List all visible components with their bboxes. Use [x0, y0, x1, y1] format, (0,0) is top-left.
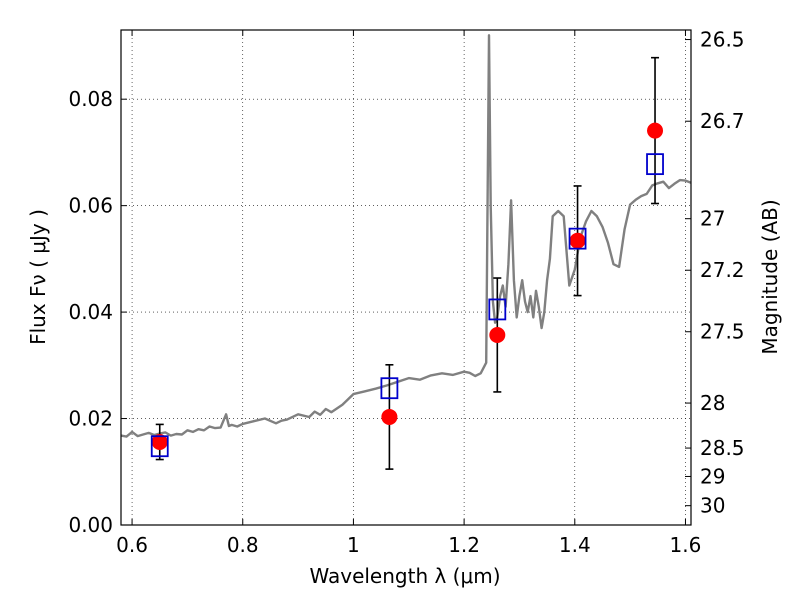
x-tick-label: 1.4 — [559, 533, 591, 557]
x-axis-ticks: 0.6 0.8 1 1.2 1.4 1.6 — [116, 30, 701, 557]
model-spectrum-layer — [120, 34, 692, 438]
magnitude-tick-label: 27.5 — [700, 320, 745, 344]
observed-point — [381, 408, 398, 425]
y-tick-label: 0.06 — [68, 194, 113, 218]
observed-point — [569, 232, 586, 249]
x-tick-label: 0.8 — [227, 533, 259, 557]
y-tick-label: 0.04 — [68, 300, 113, 324]
model-spectrum-line — [120, 34, 692, 438]
observed-point — [647, 122, 664, 139]
y-axis-ticks: 0.00 0.02 0.04 0.06 0.08 — [68, 87, 127, 537]
model-photometry-point — [568, 227, 587, 250]
x-axis-label: Wavelength λ (μm) — [309, 564, 500, 588]
magnitude-tick-label: 26.5 — [700, 28, 745, 52]
magnitude-tick-label: 28 — [700, 391, 725, 415]
magnitude-tick-label: 29 — [700, 464, 725, 488]
magnitude-tick-label: 30 — [700, 494, 725, 518]
observed-point — [489, 326, 506, 343]
magnitude-tick-label: 26.7 — [700, 109, 745, 133]
model-photometry-point — [646, 153, 664, 176]
magnitude-tick-label: 27.2 — [700, 258, 745, 282]
x-tick-label: 1 — [347, 533, 360, 557]
x-tick-label: 1.6 — [670, 533, 702, 557]
magnitude-tick-label: 28.5 — [700, 436, 745, 460]
observed-point — [151, 433, 168, 450]
model-photometry-points — [150, 153, 664, 458]
observed-points — [151, 122, 664, 450]
magnitude-axis-ticks: 26.5 26.7 27 27.2 27.5 28 28.5 29 30 — [685, 28, 745, 518]
model-photometry-point — [150, 435, 169, 458]
y-tick-label: 0.08 — [68, 87, 113, 111]
magnitude-tick-label: 27 — [700, 207, 725, 231]
y-tick-label: 0.00 — [68, 513, 113, 537]
model-photometry-point — [488, 298, 507, 321]
plot-frame — [120, 29, 692, 526]
model-photometry-point — [380, 377, 399, 400]
magnitude-axis-label: Magnitude (AB) — [758, 199, 782, 354]
x-tick-label: 1.2 — [448, 533, 480, 557]
y-tick-label: 0.02 — [68, 407, 113, 431]
y-axis-label: Flux Fν ( μJy ) — [26, 209, 50, 345]
grid-lines — [121, 30, 691, 526]
errorbars — [155, 56, 660, 470]
x-tick-label: 0.6 — [116, 533, 148, 557]
